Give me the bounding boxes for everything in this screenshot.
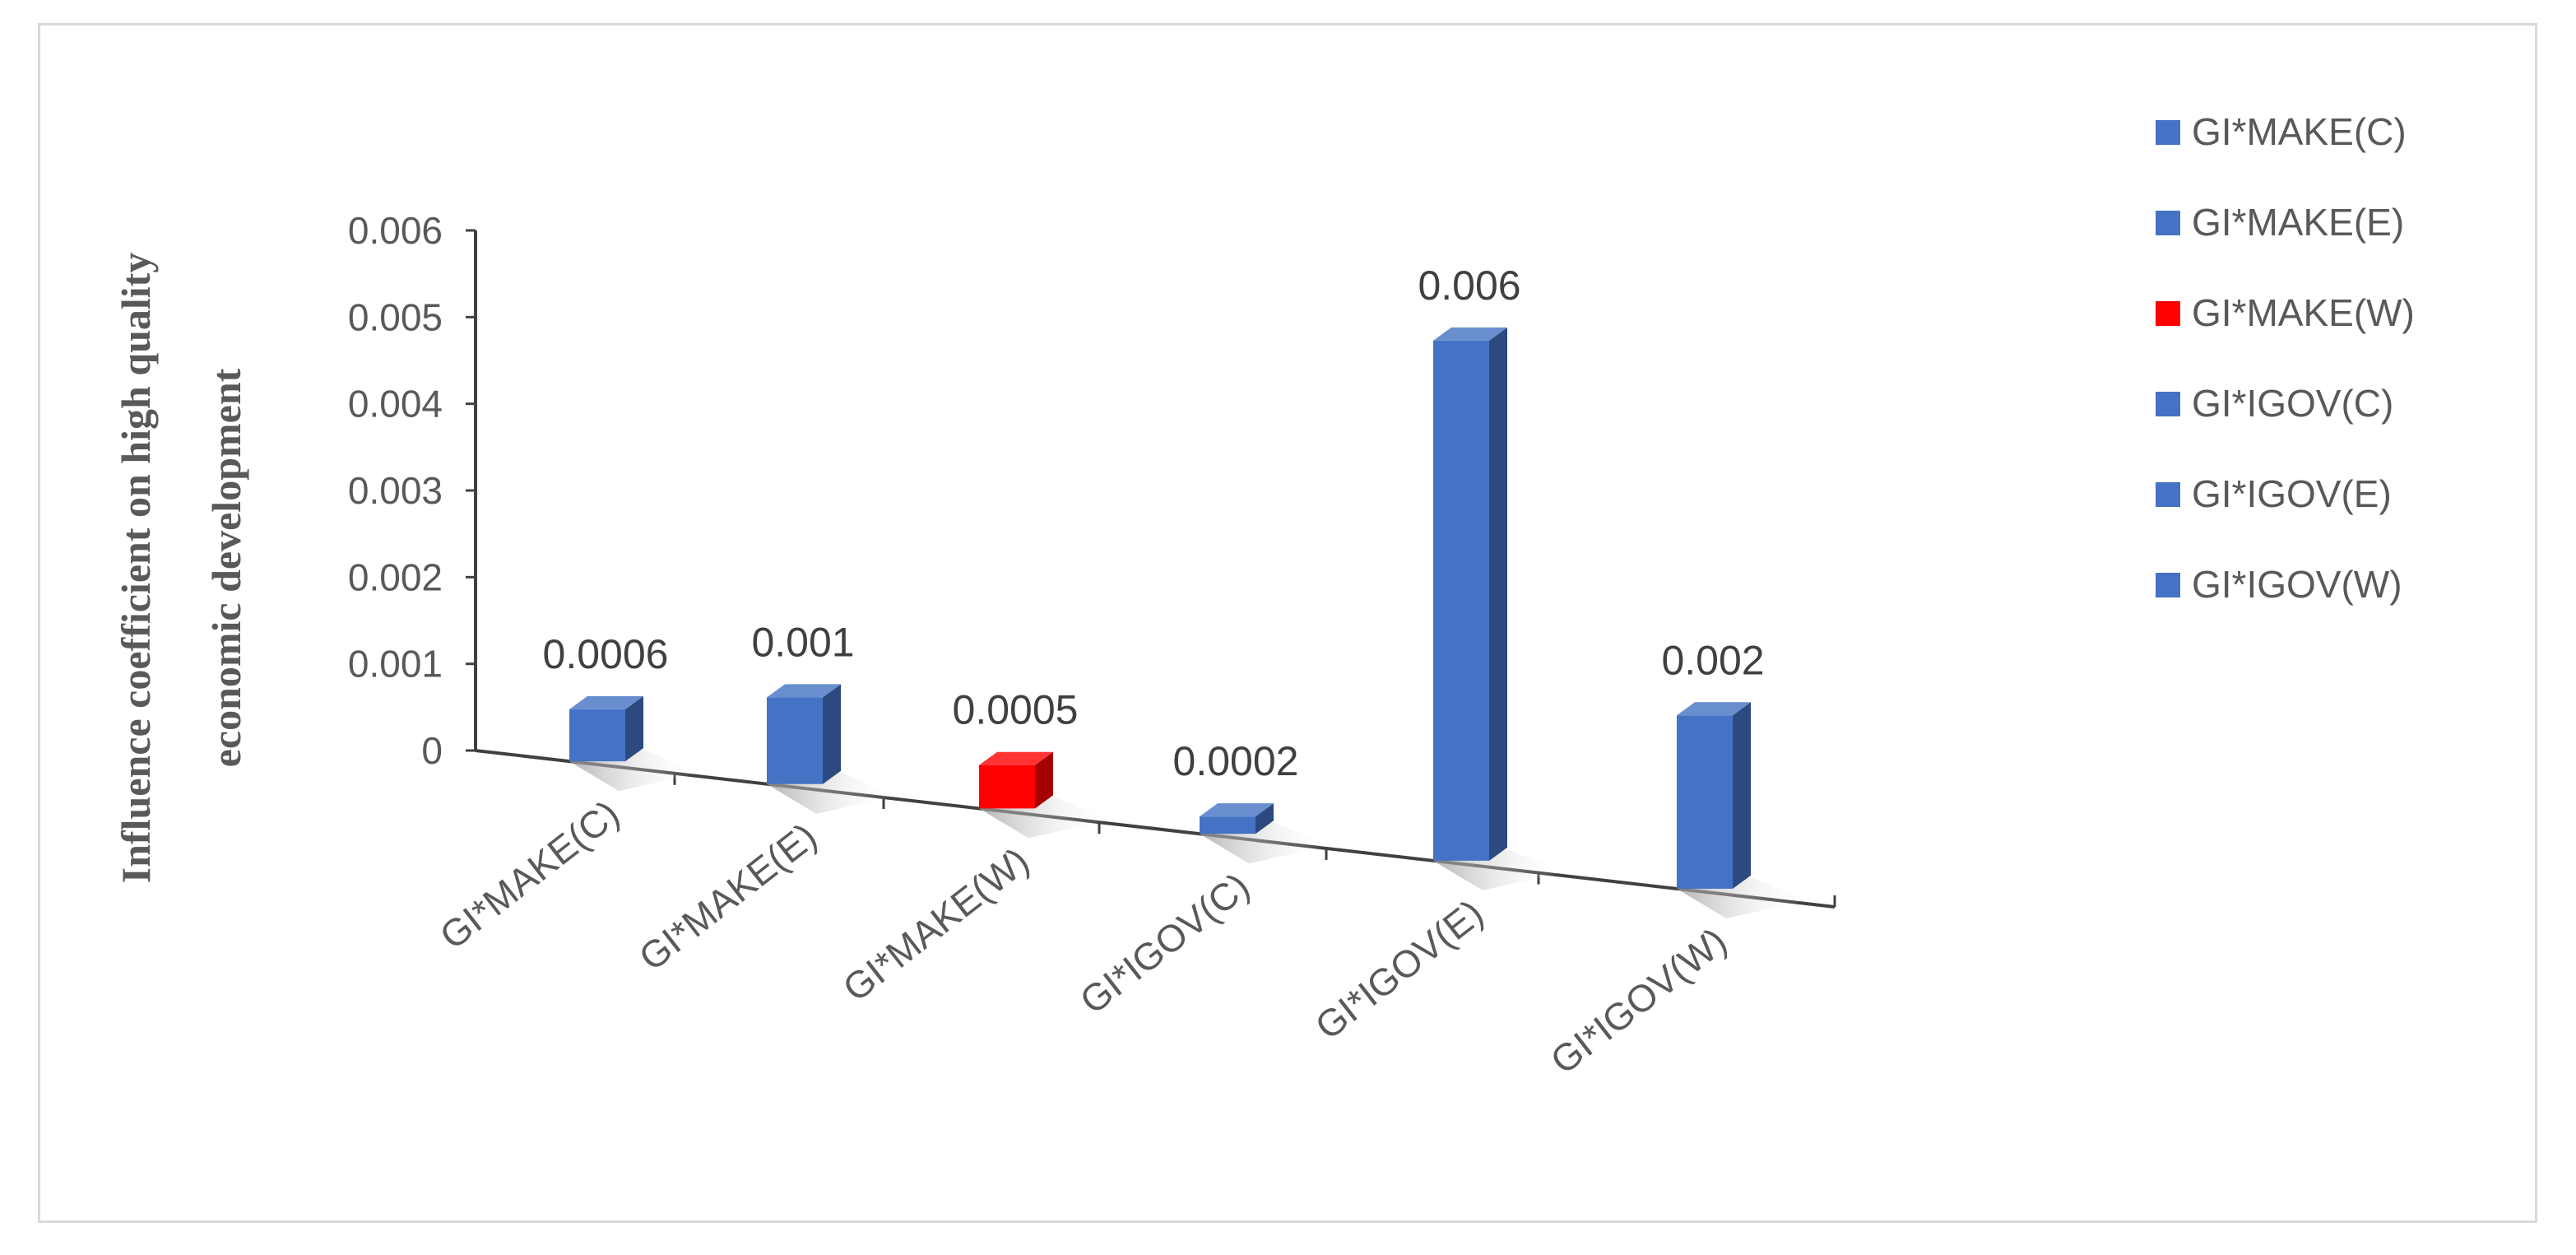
bar-side [1489, 327, 1507, 861]
legend-item: GI*IGOV(W) [2156, 563, 2402, 606]
bar-top [569, 695, 643, 709]
bar-top [767, 684, 841, 698]
legend-swatch [2156, 120, 2180, 145]
legend-swatch [2156, 573, 2180, 597]
chart-frame [38, 23, 2537, 1223]
bar-top [979, 751, 1053, 765]
data-label: 0.006 [1418, 263, 1520, 309]
bar [1677, 702, 1808, 918]
bar-front [767, 697, 823, 784]
bar-front [569, 709, 625, 762]
bar-side [625, 695, 643, 762]
legend-swatch [2156, 392, 2180, 416]
bar-top [1677, 702, 1751, 716]
legend-item: GI*MAKE(C) [2156, 110, 2407, 153]
bar [767, 684, 898, 814]
bar-front [1677, 715, 1733, 889]
bar-side [823, 684, 841, 784]
legend-label: GI*MAKE(W) [2192, 291, 2415, 334]
x-category-label: GI*IGOV(C) [1072, 864, 1257, 1022]
data-label: 0.002 [1661, 637, 1764, 683]
x-category-label: GI*MAKE(E) [631, 815, 824, 979]
x-category-label: GI*IGOV(W) [1543, 919, 1734, 1082]
bar [569, 695, 701, 792]
legend-label: GI*IGOV(W) [2192, 563, 2402, 606]
legend-label: GI*IGOV(E) [2192, 472, 2392, 515]
legend-swatch [2156, 482, 2180, 507]
bar [979, 751, 1111, 839]
bar [1433, 327, 1565, 890]
bar-front [1433, 340, 1489, 861]
x-axis-line [475, 749, 1836, 909]
y-tick-label: 0.003 [348, 469, 443, 512]
bar-front [979, 765, 1035, 809]
y-tick-label: 0.004 [348, 383, 443, 425]
bar-side [1035, 751, 1053, 809]
legend-label: GI*MAKE(E) [2192, 201, 2404, 244]
bar-top [1433, 327, 1507, 341]
y-tick-label: 0.002 [348, 555, 443, 598]
legend-swatch [2156, 211, 2180, 235]
bar-side [1733, 702, 1751, 889]
legend-swatch [2156, 301, 2180, 326]
y-tick-label: 0.001 [348, 643, 443, 686]
y-axis-title-line-1: Influence coefficient on high quality [113, 253, 159, 884]
bar-side [1256, 803, 1274, 834]
data-label: 0.0005 [953, 687, 1079, 733]
legend-item: GI*IGOV(C) [2156, 382, 2393, 425]
legend-item: GI*IGOV(E) [2156, 472, 2392, 515]
y-tick-label: 0.006 [348, 209, 443, 252]
y-axis-title-line-2: economic development [203, 368, 249, 767]
x-category-label: GI*MAKE(C) [432, 792, 627, 957]
data-label: 0.0002 [1173, 738, 1299, 784]
y-tick-label: 0 [421, 729, 443, 772]
legend-label: GI*IGOV(C) [2192, 382, 2393, 425]
bar-top [1200, 803, 1274, 817]
legend-label: GI*MAKE(C) [2192, 110, 2407, 153]
bar-front [1200, 816, 1256, 834]
data-label: 0.001 [751, 619, 854, 665]
bar [1200, 803, 1331, 864]
data-label: 0.0006 [543, 631, 669, 677]
legend-item: GI*MAKE(W) [2156, 291, 2415, 334]
y-tick-label: 0.005 [348, 295, 443, 338]
x-category-label: GI*MAKE(W) [835, 839, 1037, 1010]
x-category-label: GI*IGOV(E) [1307, 891, 1491, 1048]
legend-item: GI*MAKE(E) [2156, 201, 2404, 244]
